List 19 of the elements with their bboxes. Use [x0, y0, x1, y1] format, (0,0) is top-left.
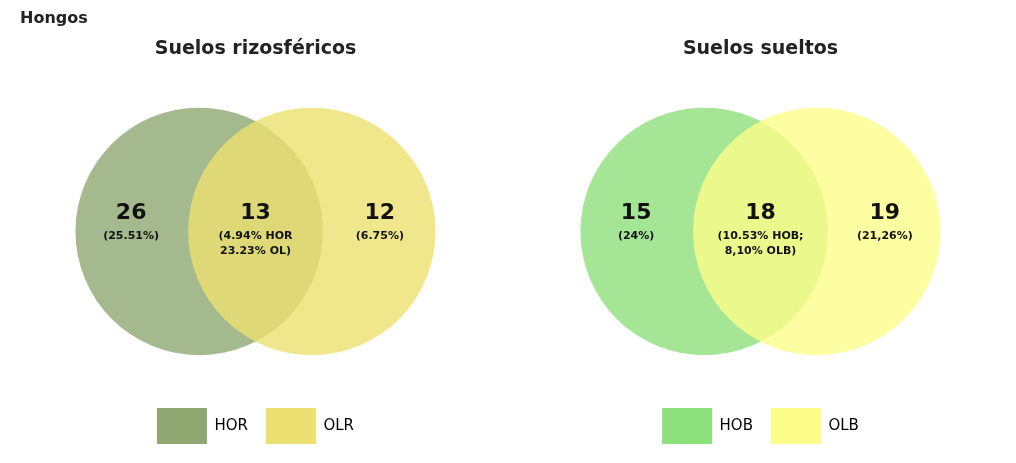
- data-label: 12: [364, 199, 396, 225]
- legend-label: OLR: [323, 415, 355, 434]
- data-label: 13: [240, 199, 271, 225]
- text: Hongos: [20, 8, 88, 27]
- legend-label: OLB: [828, 415, 859, 434]
- category-label: (24%): [617, 229, 655, 243]
- category-label: (21,26%): [856, 229, 913, 243]
- legend-label: HOR: [214, 415, 248, 434]
- legend-label: HOB: [719, 415, 753, 434]
- category-label: (4.94% HOR 23.23% OL): [218, 229, 294, 258]
- data-label: 15: [620, 199, 652, 225]
- data-label: 26: [115, 199, 147, 225]
- data-label: 18: [745, 199, 776, 225]
- text: Suelos sueltos: [682, 36, 839, 59]
- category-label: (10.53% HOB; 8,10% OLB): [717, 229, 804, 258]
- text: Suelos rizosféricos: [154, 36, 357, 59]
- data-label: 19: [869, 199, 901, 225]
- category-label: (6.75%): [355, 229, 404, 243]
- category-label: (25.51%): [103, 229, 160, 243]
